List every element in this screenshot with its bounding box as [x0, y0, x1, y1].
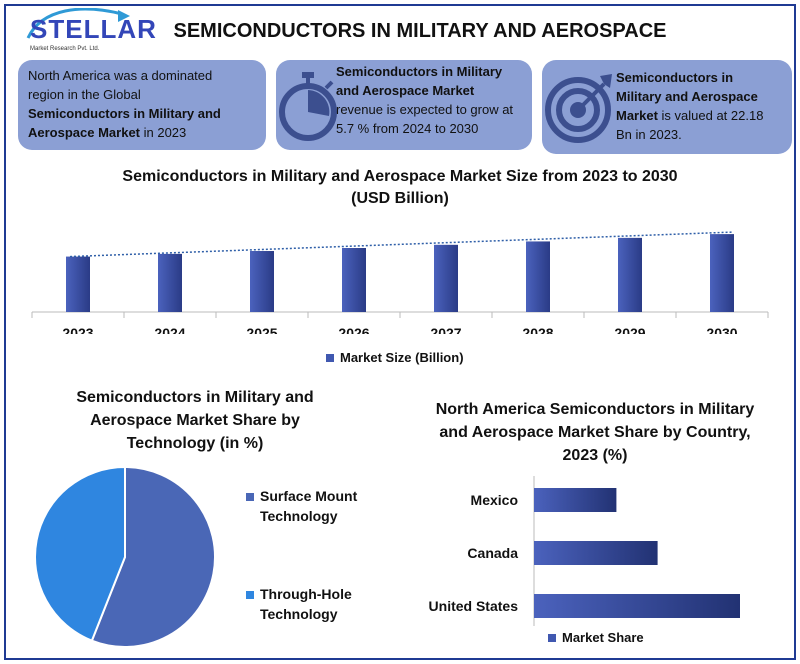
y-tick-label: Mexico: [471, 492, 518, 508]
info-box-text: Semiconductors in Military and Aerospace…: [616, 70, 764, 142]
x-tick-label: 2030: [706, 325, 737, 334]
legend-swatch: [246, 493, 254, 501]
x-tick-label: 2029: [614, 325, 645, 334]
x-tick-label: 2026: [338, 325, 369, 334]
info-box-growth: Semiconductors in Military and Aerospace…: [276, 60, 532, 150]
hbar-chart: Mexico Canada United States: [429, 476, 740, 626]
bar-2027: [434, 244, 458, 312]
stellar-logo: STELLAR Market Research Pvt. Ltd.: [22, 8, 156, 58]
target-icon: [545, 74, 612, 143]
trendline: [69, 231, 733, 258]
logo-tagline: Market Research Pvt. Ltd.: [30, 46, 100, 52]
x-tick-label: 2025: [246, 325, 277, 334]
bar-chart-title-text: Semiconductors in Military and Aerospace…: [122, 168, 678, 185]
page-title: SEMICONDUCTORS IN MILITARY AND AEROSPACE: [173, 20, 667, 42]
bar-2030: [710, 234, 734, 312]
bar-chart-title: Semiconductors in Military and Aerospace…: [60, 166, 740, 210]
legend-swatch: [548, 633, 556, 642]
hbar-United States: [534, 594, 740, 618]
bar-2025: [250, 251, 274, 312]
bar-chart-legend: Market Size (Billion): [326, 350, 464, 365]
legend-swatch: [326, 353, 334, 362]
stopwatch-icon: [279, 72, 337, 141]
hbar-Canada: [534, 541, 658, 565]
info-box-text: North America was a dominated region in …: [28, 68, 221, 140]
legend-label: Market Share: [562, 630, 644, 645]
bar-chart-subtitle: (USD Billion): [351, 190, 449, 207]
logo-wordmark: STELLAR: [30, 14, 157, 44]
legend-label: Surface Mount Technology: [260, 488, 358, 524]
hbar-chart-title: North America Semiconductors in Military…: [435, 401, 755, 464]
y-tick-label: Canada: [467, 545, 518, 561]
pie-slice-1: [34, 465, 126, 642]
bar-2023: [66, 256, 90, 312]
info-box-valuation: Semiconductors in Military and Aerospace…: [542, 60, 792, 154]
x-tick-label: 2023: [62, 325, 93, 334]
bar-2028: [526, 241, 550, 312]
x-tick-label: 2027: [430, 325, 461, 334]
x-tick-label: 2028: [522, 325, 553, 334]
x-tick-label: 2024: [154, 325, 185, 334]
hbar-Mexico: [534, 488, 617, 512]
y-tick-label: United States: [429, 598, 519, 614]
info-box-text: Semiconductors in Military and Aerospace…: [336, 64, 514, 136]
hbar-chart-legend: Market Share: [548, 630, 644, 645]
bar-2029: [618, 237, 642, 312]
pie-chart-title: Semiconductors in Military and Aerospace…: [76, 389, 314, 452]
legend-label: Through-Hole Technology: [260, 586, 352, 622]
legend-label: Market Size (Billion): [340, 350, 464, 365]
pie-chart: [34, 465, 216, 648]
bar-2024: [158, 253, 182, 312]
bar-2026: [342, 248, 366, 312]
bar-chart: 2023 2024 2025 2026 2027 2028 2029 2030: [31, 231, 769, 334]
pie-slice-0: [90, 465, 216, 648]
legend-swatch: [246, 591, 254, 599]
info-box-region: North America was a dominated region in …: [18, 60, 266, 150]
logo-swoosh-icon: [26, 8, 130, 39]
